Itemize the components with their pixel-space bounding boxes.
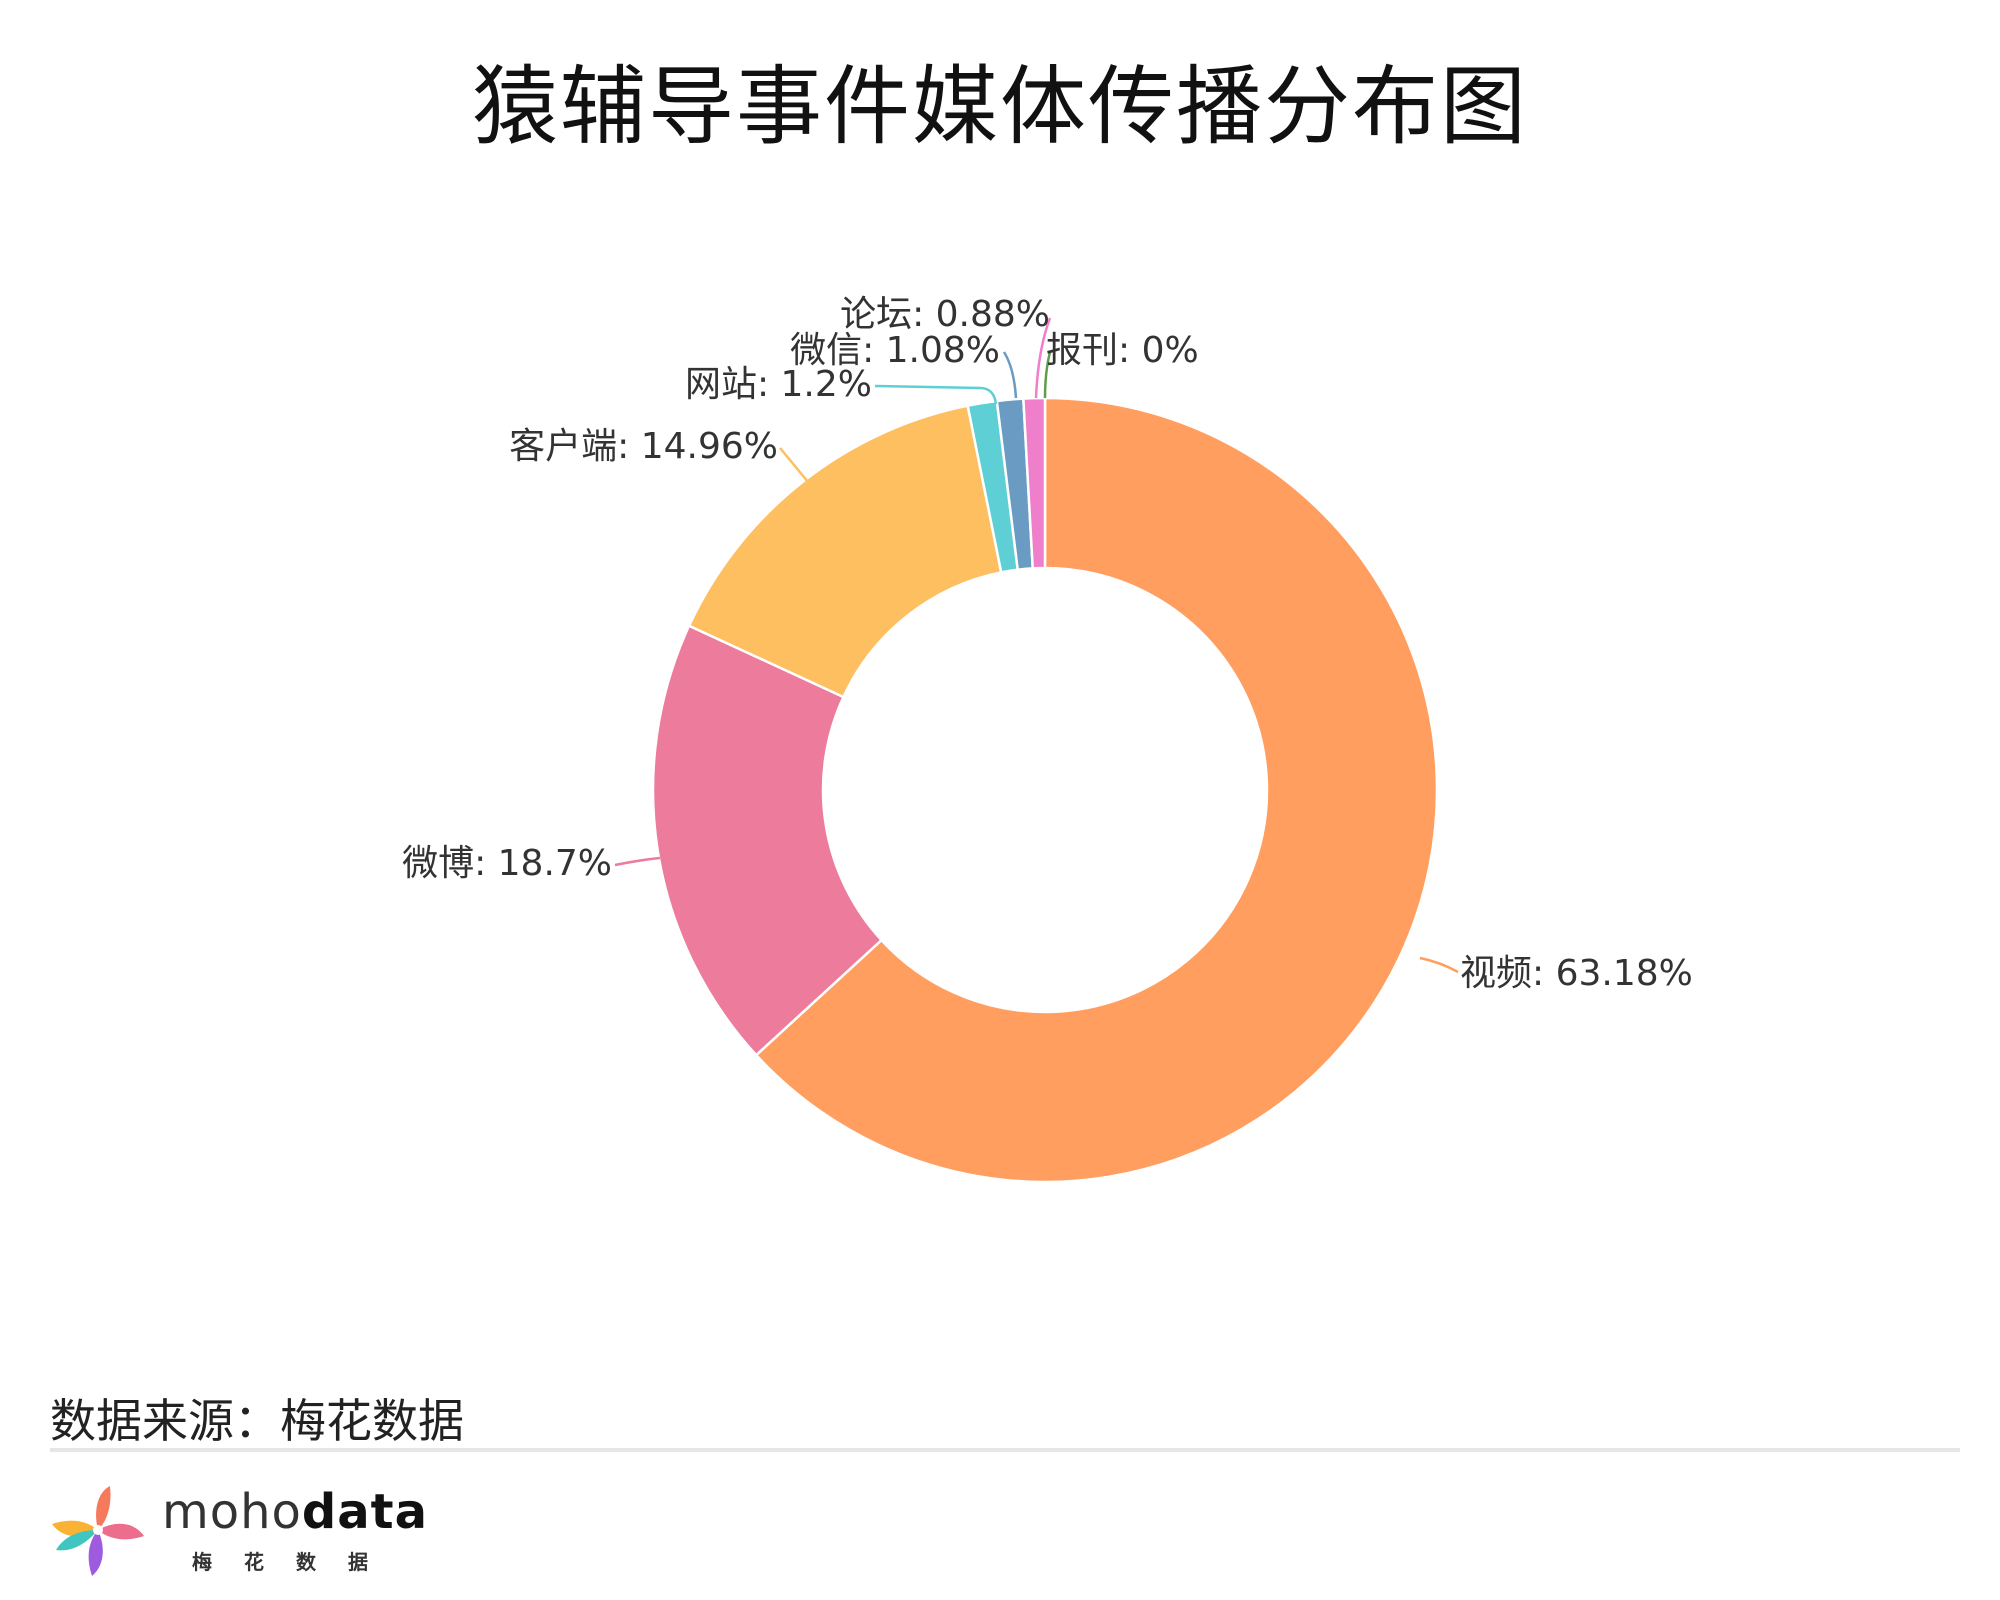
- brand-name: mohodata: [162, 1484, 428, 1540]
- slice-视频[interactable]: [754, 396, 1439, 1184]
- slice-label-客户端: 客户端: 14.96%: [509, 426, 778, 467]
- leader-line-论坛: [1034, 317, 1052, 399]
- brand-subtitle: 梅花数据: [192, 1550, 400, 1574]
- leader-line-微信: [1002, 351, 1018, 399]
- slice-客户端[interactable]: [687, 404, 1003, 699]
- slice-label-微博: 微博: 18.7%: [402, 843, 612, 884]
- data-source: 数据来源：梅花数据: [50, 1394, 464, 1448]
- slice-label-微信: 微信: 1.08%: [790, 330, 1000, 371]
- pinwheel-logo-icon: [52, 1486, 144, 1576]
- leader-line-微博: [614, 856, 661, 867]
- label-leader-lines: [614, 317, 1459, 974]
- leader-line-客户端: [779, 447, 809, 483]
- leader-line-报刊: [1043, 351, 1052, 399]
- chart-title: 猿辅导事件媒体传播分布图: [472, 57, 1528, 157]
- leader-line-视频: [1419, 956, 1459, 974]
- slice-labels: 视频: 63.18% 微博: 18.7% 客户端: 14.96% 网站: 1.2%微信…: [402, 294, 1693, 994]
- brand-name-bold: data: [301, 1484, 429, 1540]
- slice-label-视频: 视频: 63.18%: [1460, 953, 1693, 994]
- footer-divider: [50, 1448, 1960, 1452]
- slice-微博[interactable]: [651, 624, 884, 1057]
- slice-论坛[interactable]: [1022, 396, 1047, 570]
- slice-label-报刊: 报刊: 0%: [1046, 330, 1199, 371]
- donut-slices: [651, 396, 1439, 1184]
- brand-name-light: moho: [162, 1484, 302, 1540]
- leader-line-网站: [874, 384, 998, 405]
- slice-label-网站: 网站: 1.2%: [685, 364, 872, 405]
- slice-label-论坛: 论坛: 0.88%: [840, 294, 1050, 335]
